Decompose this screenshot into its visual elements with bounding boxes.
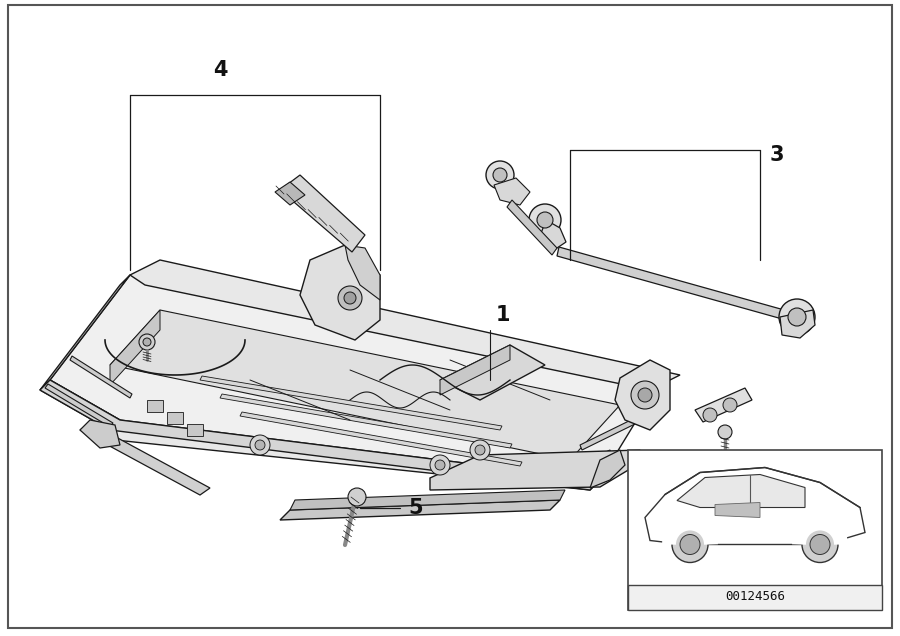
Polygon shape xyxy=(430,450,640,490)
Polygon shape xyxy=(715,502,760,518)
Circle shape xyxy=(139,334,155,350)
Circle shape xyxy=(475,445,485,455)
Polygon shape xyxy=(555,450,612,480)
Circle shape xyxy=(779,299,815,335)
Bar xyxy=(628,585,882,610)
Circle shape xyxy=(718,425,732,439)
Polygon shape xyxy=(50,275,660,480)
Circle shape xyxy=(810,534,830,555)
Circle shape xyxy=(338,286,362,310)
Text: 4: 4 xyxy=(212,60,227,80)
Polygon shape xyxy=(200,376,502,430)
Polygon shape xyxy=(147,400,163,412)
Polygon shape xyxy=(240,412,522,466)
Polygon shape xyxy=(590,450,625,488)
Circle shape xyxy=(430,455,450,475)
Polygon shape xyxy=(780,310,815,338)
Polygon shape xyxy=(540,220,566,250)
Polygon shape xyxy=(130,260,680,390)
Bar xyxy=(628,450,882,610)
Polygon shape xyxy=(615,360,670,430)
Circle shape xyxy=(537,212,553,228)
Polygon shape xyxy=(40,275,130,390)
Circle shape xyxy=(435,460,445,470)
Polygon shape xyxy=(80,420,120,448)
Polygon shape xyxy=(580,418,637,450)
Polygon shape xyxy=(280,500,560,520)
Polygon shape xyxy=(557,247,795,322)
Polygon shape xyxy=(80,423,210,495)
Circle shape xyxy=(470,440,490,460)
Polygon shape xyxy=(40,380,600,490)
Circle shape xyxy=(638,388,652,402)
Polygon shape xyxy=(290,490,565,510)
Polygon shape xyxy=(167,412,183,424)
Circle shape xyxy=(680,534,700,555)
Polygon shape xyxy=(110,310,160,385)
Text: 3: 3 xyxy=(770,145,785,165)
Circle shape xyxy=(723,398,737,412)
Polygon shape xyxy=(70,356,132,398)
Polygon shape xyxy=(440,345,510,395)
Text: 1: 1 xyxy=(496,305,510,325)
Polygon shape xyxy=(45,384,113,427)
Circle shape xyxy=(631,381,659,409)
Text: 2: 2 xyxy=(713,510,727,530)
Circle shape xyxy=(529,204,561,236)
Circle shape xyxy=(703,408,717,422)
Circle shape xyxy=(255,440,265,450)
Circle shape xyxy=(802,527,838,562)
Text: 5: 5 xyxy=(408,498,423,518)
Polygon shape xyxy=(345,245,380,300)
Polygon shape xyxy=(494,178,530,205)
Polygon shape xyxy=(645,467,865,544)
Circle shape xyxy=(348,488,366,506)
Polygon shape xyxy=(40,380,600,490)
Circle shape xyxy=(672,527,708,562)
Polygon shape xyxy=(507,200,557,255)
Polygon shape xyxy=(280,175,365,252)
Polygon shape xyxy=(300,245,380,340)
Polygon shape xyxy=(275,182,305,205)
Circle shape xyxy=(250,435,270,455)
Polygon shape xyxy=(110,310,620,460)
Polygon shape xyxy=(695,388,752,422)
Polygon shape xyxy=(187,424,203,436)
Circle shape xyxy=(788,308,806,326)
Circle shape xyxy=(143,338,151,346)
Text: 00124566: 00124566 xyxy=(725,590,785,604)
Circle shape xyxy=(486,161,514,189)
Polygon shape xyxy=(677,474,805,508)
Circle shape xyxy=(493,168,507,182)
Polygon shape xyxy=(440,345,545,400)
Polygon shape xyxy=(220,394,512,448)
Circle shape xyxy=(344,292,356,304)
